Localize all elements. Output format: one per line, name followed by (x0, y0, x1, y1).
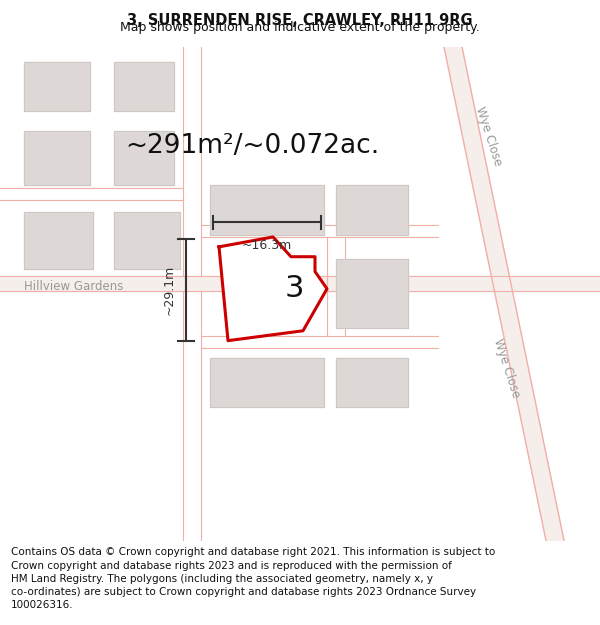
Polygon shape (24, 213, 93, 269)
Polygon shape (0, 276, 600, 291)
Text: 3: 3 (284, 274, 304, 303)
Text: Map shows position and indicative extent of the property.: Map shows position and indicative extent… (120, 21, 480, 34)
Text: ~16.3m: ~16.3m (242, 239, 292, 252)
Polygon shape (444, 47, 564, 541)
Polygon shape (114, 213, 180, 269)
Polygon shape (24, 131, 90, 185)
Polygon shape (210, 358, 324, 408)
Polygon shape (24, 62, 90, 111)
Text: ~291m²/~0.072ac.: ~291m²/~0.072ac. (125, 132, 379, 159)
Text: Hillview Gardens: Hillview Gardens (24, 280, 124, 293)
Polygon shape (210, 185, 324, 234)
Text: Contains OS data © Crown copyright and database right 2021. This information is : Contains OS data © Crown copyright and d… (11, 548, 495, 610)
Polygon shape (336, 259, 408, 328)
Text: ~29.1m: ~29.1m (163, 265, 176, 315)
Polygon shape (114, 131, 174, 185)
Text: Wye Close: Wye Close (473, 104, 505, 167)
Polygon shape (114, 62, 174, 111)
Text: 3, SURRENDEN RISE, CRAWLEY, RH11 9RG: 3, SURRENDEN RISE, CRAWLEY, RH11 9RG (127, 13, 473, 28)
Text: Wye Close: Wye Close (491, 336, 523, 399)
Polygon shape (336, 358, 408, 408)
Polygon shape (219, 237, 327, 341)
Polygon shape (336, 185, 408, 234)
